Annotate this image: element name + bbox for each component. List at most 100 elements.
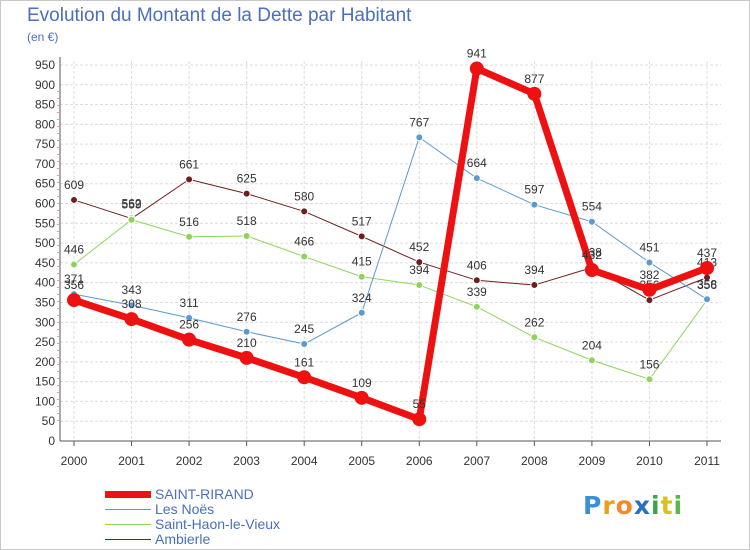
y-tick-label: 150: [35, 375, 55, 389]
y-tick-label: 950: [35, 58, 55, 72]
x-tick-label: 2005: [348, 454, 375, 468]
data-label: 554: [582, 200, 602, 214]
data-label: 597: [524, 183, 544, 197]
data-label: 262: [524, 315, 544, 329]
data-point: [587, 217, 596, 226]
data-point: [642, 282, 657, 297]
y-tick-label: 650: [35, 177, 55, 191]
data-point: [300, 207, 309, 216]
logo-letter: P: [583, 491, 603, 520]
data-label: 324: [352, 291, 372, 305]
data-label: 204: [582, 338, 602, 352]
y-tick-label: 0: [48, 434, 55, 448]
data-label: 55: [413, 397, 427, 411]
y-tick-label: 900: [35, 78, 55, 92]
data-point: [412, 412, 427, 427]
data-label: 661: [179, 157, 199, 171]
proxiti-logo: Proxiti: [583, 491, 683, 520]
y-tick-label: 100: [35, 394, 55, 408]
x-tick-label: 2000: [61, 454, 88, 468]
data-label: 394: [524, 263, 544, 277]
y-tick-label: 300: [35, 315, 55, 329]
data-point: [415, 281, 424, 290]
data-point: [185, 175, 194, 184]
data-label: 245: [294, 322, 314, 336]
y-tick-label: 600: [35, 197, 55, 211]
y-tick-label: 550: [35, 216, 55, 230]
data-point: [297, 370, 312, 385]
data-point: [645, 258, 654, 267]
y-tick-label: 250: [35, 335, 55, 349]
data-label: 517: [352, 214, 372, 228]
data-label: 356: [64, 278, 84, 292]
y-tick-label: 350: [35, 295, 55, 309]
data-label: 559: [122, 198, 142, 212]
data-label: 562: [122, 197, 142, 211]
data-point: [357, 308, 366, 317]
data-point: [530, 333, 539, 342]
x-tick-label: 2007: [463, 454, 490, 468]
x-tick-label: 2004: [291, 454, 318, 468]
data-point: [239, 350, 254, 365]
y-tick-label: 750: [35, 137, 55, 151]
legend-item-les-noes[interactable]: Les Noës: [105, 501, 365, 517]
data-label: 664: [467, 156, 487, 170]
legend-swatch: [105, 524, 151, 525]
legend-swatch: [105, 491, 151, 498]
data-label: 394: [409, 263, 429, 277]
data-label: 877: [524, 72, 544, 86]
data-label: 580: [294, 189, 314, 203]
x-tick-label: 2008: [521, 454, 548, 468]
logo-letter: x: [633, 491, 651, 520]
legend-item-saint-haon-le-vieux[interactable]: Saint-Haon-le-Vieux: [105, 516, 365, 532]
legend-label: SAINT-RIRAND: [155, 486, 254, 502]
data-point: [67, 293, 81, 308]
chart-title: Evolution du Montant de la Dette par Hab…: [27, 5, 412, 26]
series-line: [70, 65, 711, 423]
data-point: [472, 302, 481, 311]
data-label: 339: [467, 285, 487, 299]
data-point: [182, 332, 197, 347]
logo-letter: t: [660, 491, 674, 520]
data-label: 406: [467, 258, 487, 272]
legend-item-saint-rirand[interactable]: SAINT-RIRAND: [105, 486, 365, 502]
data-label: 343: [122, 283, 142, 297]
data-point: [472, 276, 481, 285]
series-line: [73, 136, 708, 345]
data-label: 625: [237, 172, 257, 186]
data-point: [124, 312, 139, 327]
x-tick-label: 2001: [118, 454, 145, 468]
data-point: [530, 281, 539, 290]
data-label: 308: [122, 297, 142, 311]
data-point: [70, 195, 78, 204]
logo-letter: o: [615, 491, 634, 520]
data-point: [70, 260, 78, 269]
data-label: 156: [639, 357, 659, 371]
data-label: 356: [697, 278, 717, 292]
x-tick-label: 2003: [233, 454, 260, 468]
data-point: [584, 263, 599, 277]
data-point: [242, 327, 251, 336]
plot-area: [60, 61, 721, 441]
x-tick-label: 2002: [176, 454, 203, 468]
data-label: 452: [409, 240, 429, 254]
data-point: [242, 231, 251, 240]
data-label: 358: [697, 277, 717, 291]
data-label: 382: [639, 268, 659, 282]
data-label: 516: [179, 215, 199, 229]
logo-letter: r: [602, 491, 616, 520]
x-tick-label: 2006: [406, 454, 433, 468]
data-point: [185, 232, 194, 241]
data-label: 210: [237, 336, 257, 350]
data-point: [645, 375, 654, 384]
logo-letter: i: [651, 491, 661, 520]
legend-label: Les Noës: [155, 501, 215, 517]
legend-item-ambierle[interactable]: Ambierle: [105, 531, 365, 547]
series-line: [73, 219, 708, 380]
data-label: 415: [352, 255, 372, 269]
data-label: 941: [467, 47, 487, 61]
y-tick-label: 400: [35, 276, 55, 290]
data-point: [185, 313, 194, 322]
data-label: 276: [237, 310, 257, 324]
